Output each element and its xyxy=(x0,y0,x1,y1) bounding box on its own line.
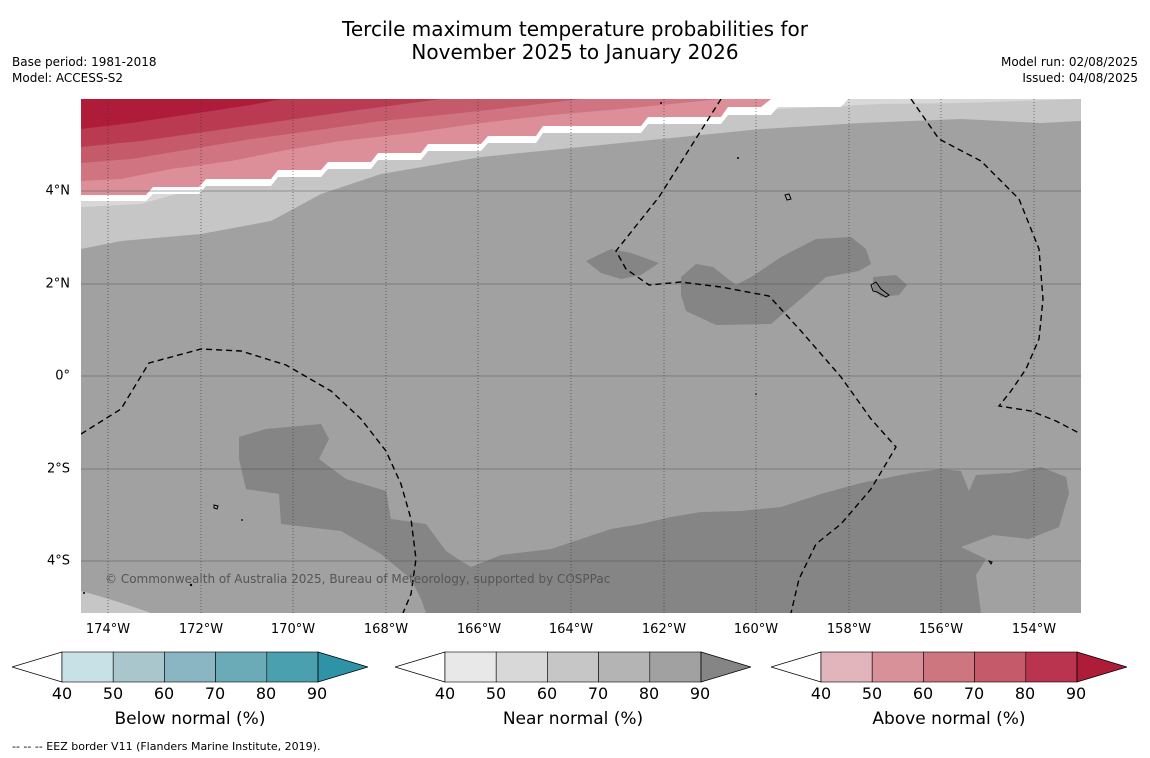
issued-text: Issued: 04/08/2025 xyxy=(1022,71,1138,85)
lat-label-2n: 2°N xyxy=(45,276,71,292)
lon-label-172w: 172°W xyxy=(178,622,224,637)
colorbar-above xyxy=(769,651,1129,683)
colorbar-below xyxy=(10,651,370,683)
colorbar-above-tick: 50 xyxy=(861,684,883,703)
colorbar-above-title: Above normal (%) xyxy=(872,709,1026,729)
colorbar-near-segment xyxy=(649,651,702,683)
lon-label-164w: 164°W xyxy=(548,622,594,637)
colorbar-above-segment xyxy=(974,651,1027,683)
colorbar-below-segment xyxy=(215,651,268,683)
map-title-line1: Tercile maximum temperature probabilitie… xyxy=(342,17,808,41)
colorbar-below-tick: 80 xyxy=(255,684,277,703)
near-normal-60-corner xyxy=(81,591,151,613)
colorbar-above-ticks: 40 50 60 70 80 90 xyxy=(771,684,1127,703)
near-normal-90-region-south xyxy=(239,424,1069,613)
lon-label-160w: 160°W xyxy=(733,622,779,637)
lon-label-166w: 166°W xyxy=(456,622,502,637)
colorbar-below-segment xyxy=(266,651,319,683)
colorbar-near-tick: 70 xyxy=(587,684,609,703)
colorbar-above-max-arrow xyxy=(1076,651,1129,683)
colorbar-near-segment xyxy=(444,651,497,683)
lat-gridlines xyxy=(81,190,1081,562)
colorbar-above-tick: 80 xyxy=(1014,684,1036,703)
probability-map-svg xyxy=(81,99,1081,613)
colorbar-above-segment xyxy=(871,651,924,683)
colorbar-near-min-arrow xyxy=(393,651,446,683)
colorbar-below-tick: 70 xyxy=(204,684,226,703)
lon-label-168w: 168°W xyxy=(363,622,409,637)
colorbar-below-svg xyxy=(10,651,370,683)
lon-label-158w: 158°W xyxy=(826,622,872,637)
meta-right: Model run: 02/08/2025 Issued: 04/08/2025 xyxy=(1001,54,1138,86)
base-period-text: Base period: 1981-2018 xyxy=(12,55,157,69)
colorbar-below-title: Below normal (%) xyxy=(114,709,266,729)
lat-label-2s: 2°S xyxy=(46,461,70,477)
colorbar-below-segment xyxy=(164,651,216,683)
colorbar-below-tick: 60 xyxy=(153,684,175,703)
colorbar-near-tick: 40 xyxy=(434,684,456,703)
colorbar-near-ticks: 40 50 60 70 80 90 xyxy=(395,684,751,703)
map-title: Tercile maximum temperature probabilitie… xyxy=(0,18,1150,64)
colorbar-below-ticks: 40 50 60 70 80 90 xyxy=(12,684,368,703)
lat-label-0: 0° xyxy=(55,368,70,384)
lon-label-162w: 162°W xyxy=(641,622,687,637)
lon-label-170w: 170°W xyxy=(270,622,316,637)
colorbar-near-segment xyxy=(598,651,651,683)
colorbar-near-tick: 90 xyxy=(689,684,711,703)
colorbar-near-title: Near normal (%) xyxy=(502,709,644,729)
lat-label-4n: 4°N xyxy=(45,183,71,199)
colorbar-below-tick: 50 xyxy=(102,684,124,703)
map-title-line2: November 2025 to January 2026 xyxy=(411,40,739,64)
model-run-text: Model run: 02/08/2025 xyxy=(1000,55,1138,69)
colorbar-above-segment xyxy=(923,651,975,683)
colorbar-above-tick: 90 xyxy=(1065,684,1087,703)
colorbar-near-tick: 80 xyxy=(638,684,660,703)
eez-borders xyxy=(81,99,1080,613)
colorbar-below-min-arrow xyxy=(10,651,63,683)
colorbar-above-tick: 70 xyxy=(963,684,985,703)
colorbar-below-segment xyxy=(112,651,165,683)
colorbar-below-tick: 90 xyxy=(306,684,328,703)
colorbar-below-segment xyxy=(61,651,114,683)
colorbar-below-max-arrow xyxy=(317,651,370,683)
colorbar-near-segment xyxy=(547,651,599,683)
colorbar-near-max-arrow xyxy=(700,651,753,683)
lon-label-154w: 154°W xyxy=(1011,622,1057,637)
colorbar-above-tick: 60 xyxy=(912,684,934,703)
islands xyxy=(213,193,993,565)
meta-left: Base period: 1981-2018 Model: ACCESS-S2 xyxy=(12,54,157,86)
island-dots xyxy=(83,102,757,594)
probability-map xyxy=(81,99,1081,613)
colorbar-above-min-arrow xyxy=(769,651,822,683)
colorbar-near-tick: 50 xyxy=(485,684,507,703)
near-normal-90-region-north-small xyxy=(586,249,659,279)
lat-label-4s: 4°S xyxy=(46,553,70,569)
colorbar-near-tick: 60 xyxy=(536,684,558,703)
colorbar-below-tick: 40 xyxy=(51,684,73,703)
colorbar-above-segment xyxy=(1025,651,1078,683)
near-normal-90-region-north xyxy=(681,237,871,325)
lon-label-174w: 174°W xyxy=(85,622,131,637)
colorbar-near-svg xyxy=(393,651,753,683)
colorbar-above-svg xyxy=(769,651,1129,683)
above-normal-90-region xyxy=(81,99,281,129)
eez-footnote: -- -- -- EEZ border V11 (Flanders Marine… xyxy=(12,740,321,753)
colorbar-near-segment xyxy=(495,651,548,683)
colorbar-near xyxy=(393,651,753,683)
colorbar-above-segment xyxy=(820,651,873,683)
near-normal-90-region-island xyxy=(873,275,907,297)
lon-label-156w: 156°W xyxy=(918,622,964,637)
copyright-text: © Commonwealth of Australia 2025, Bureau… xyxy=(105,572,611,586)
colorbar-above-tick: 40 xyxy=(810,684,832,703)
model-text: Model: ACCESS-S2 xyxy=(12,71,124,85)
